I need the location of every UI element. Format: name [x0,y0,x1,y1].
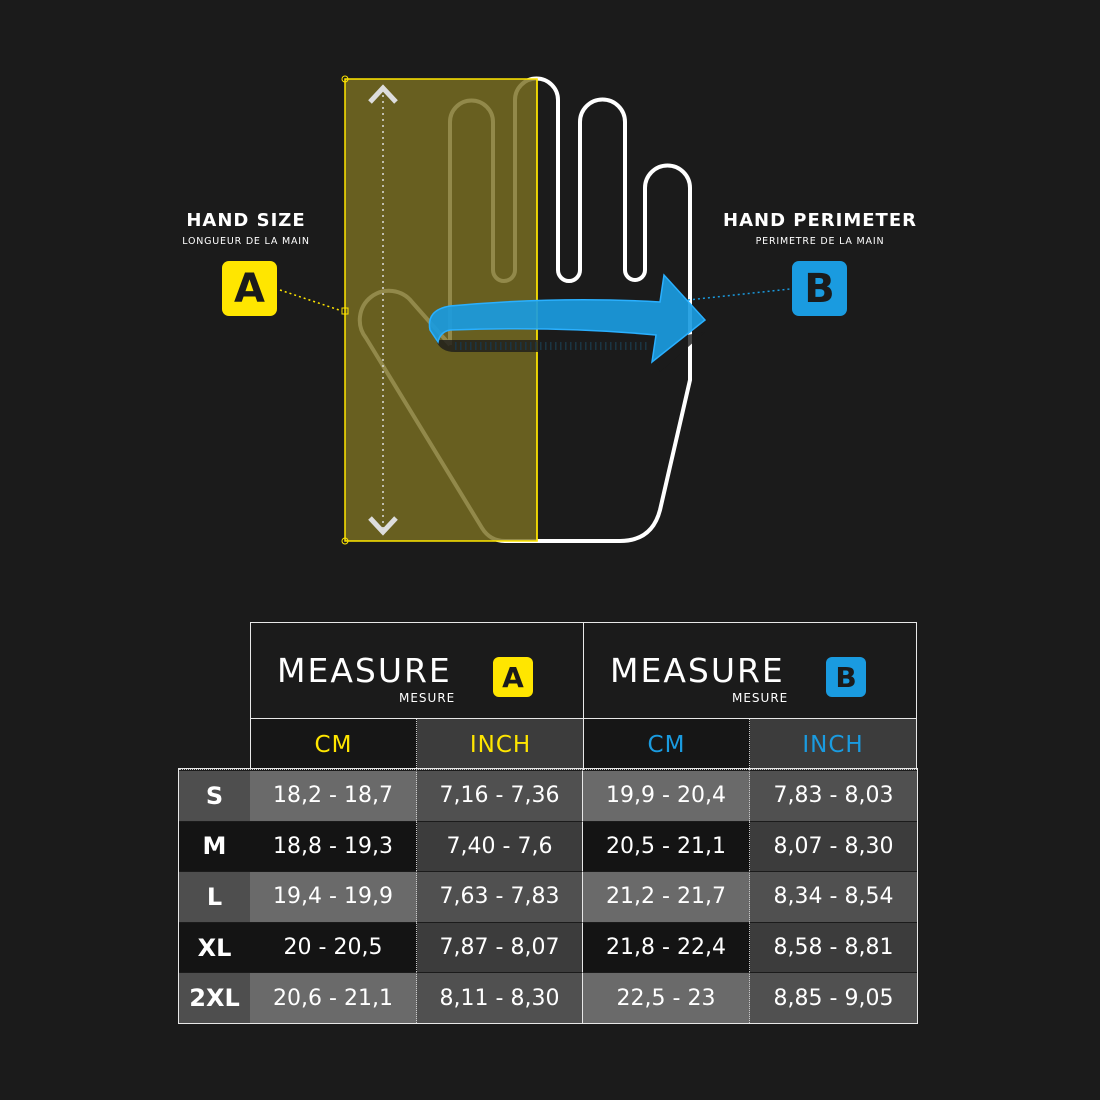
cell-b-cm: 21,8 - 22,4 [583,921,750,973]
cell-b-cm: 20,5 - 21,1 [583,820,750,872]
cell-a-inch: 7,63 - 7,83 [417,871,583,922]
badge-b: B [792,261,847,316]
hand-perimeter-title: HAND PERIMETER [723,210,917,231]
measure-b-title: MEASURE [610,651,785,690]
measure-a-badge: A [493,657,533,697]
measure-b-badge: B [826,657,866,697]
cell-b-cm: 19,9 - 20,4 [583,770,750,821]
size-label: L [179,871,250,922]
unit-a-inch: INCH [417,719,584,770]
hand-perimeter-subtitle: PERIMETRE DE LA MAIN [755,236,885,247]
perimeter-arrow-shadow [436,332,705,372]
cell-b-inch: 8,58 - 8,81 [750,921,917,973]
anchor-top [341,75,349,83]
cell-b-cm: 21,2 - 21,7 [583,871,750,922]
arrow-up-icon [368,84,398,104]
leader-line-a [279,289,343,312]
cell-a-inch: 8,11 - 8,30 [417,972,583,1023]
cell-b-inch: 8,34 - 8,54 [750,871,917,922]
anchor-bottom [341,537,349,545]
cell-b-cm: 22,5 - 23 [583,972,750,1023]
cell-a-inch: 7,40 - 7,6 [417,820,583,872]
size-label: XL [179,921,250,973]
measure-a-subtitle: MESURE [399,691,456,705]
cell-a-cm: 20 - 20,5 [250,921,417,973]
perimeter-arrow [428,273,707,364]
unit-b-cm: CM [583,719,750,770]
leader-line-b [687,288,791,301]
cell-a-cm: 18,8 - 19,3 [250,820,417,872]
measure-a-title: MEASURE [277,651,452,690]
measure-a-header: MEASURE MESURE A [250,622,584,719]
measure-b-subtitle: MESURE [732,691,789,705]
size-label: M [179,820,250,872]
cell-b-inch: 7,83 - 8,03 [750,770,917,821]
size-label: S [179,770,250,821]
measure-b-header: MEASURE MESURE B [583,622,917,719]
cell-a-cm: 19,4 - 19,9 [250,871,417,922]
cell-a-cm: 20,6 - 21,1 [250,972,417,1023]
badge-a: A [222,261,277,316]
arrow-down-icon [368,516,398,536]
cell-b-inch: 8,07 - 8,30 [750,820,917,872]
hand-size-title: HAND SIZE [186,210,306,231]
unit-a-cm: CM [250,719,417,770]
cell-a-inch: 7,16 - 7,36 [417,770,583,821]
cell-a-cm: 18,2 - 18,7 [250,770,417,821]
cell-a-inch: 7,87 - 8,07 [417,921,583,973]
hand-diagram [279,75,791,545]
size-label: 2XL [179,972,250,1023]
cell-b-inch: 8,85 - 9,05 [750,972,917,1023]
divider [179,769,917,770]
unit-b-inch: INCH [750,719,917,770]
hand-size-subtitle: LONGUEUR DE LA MAIN [182,236,310,247]
